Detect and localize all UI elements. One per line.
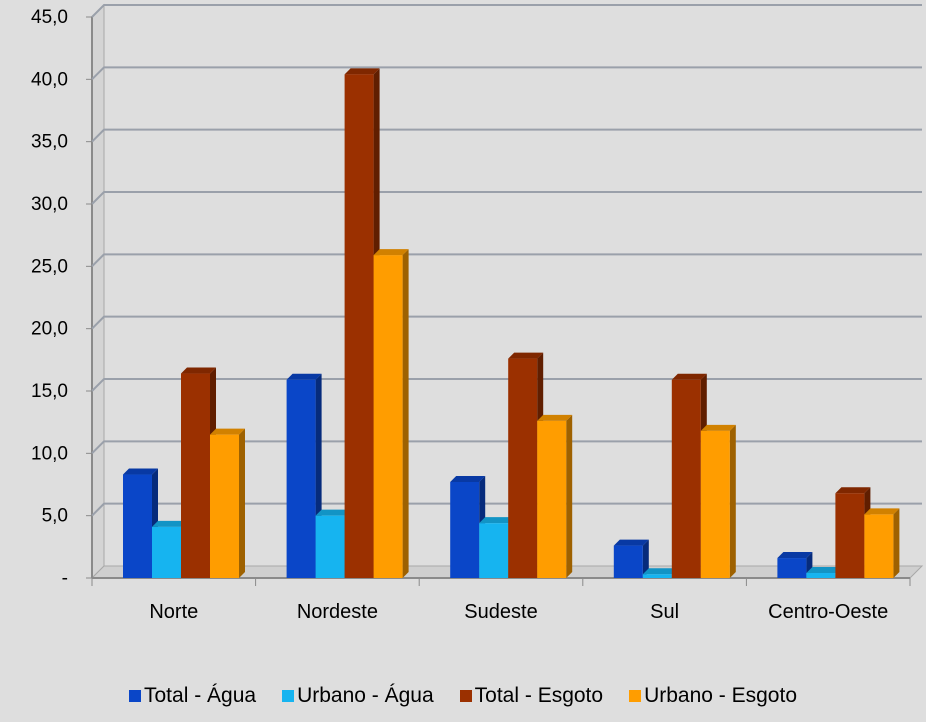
gridline	[91, 4, 922, 18]
legend-item-urbano-esgoto: Urbano - Esgoto	[629, 684, 797, 708]
y-tick-label: 5,0	[42, 506, 68, 527]
gridline	[91, 128, 922, 143]
legend-swatch	[629, 690, 642, 702]
y-tick-label: 45,0	[31, 7, 68, 28]
y-tick-label: 30,0	[31, 194, 68, 215]
bar-sul-1	[613, 539, 649, 578]
bar-sudeste-3	[508, 352, 544, 578]
bars	[123, 68, 900, 578]
legend-swatch	[282, 690, 295, 702]
legend-label: Total - Esgoto	[474, 684, 604, 707]
gridline	[91, 66, 922, 81]
bar-centro-oeste-1	[777, 552, 813, 578]
x-category-label: Sudeste	[464, 601, 537, 623]
legend-item-total-agua: Total - Água	[129, 684, 256, 708]
gridline	[91, 440, 922, 455]
legend-label: Urbano - Esgoto	[644, 684, 797, 707]
y-tick-label: 20,0	[31, 319, 68, 340]
bar-sudeste-1	[450, 476, 486, 578]
gridline	[91, 191, 922, 205]
legend-label: Urbano - Água	[297, 684, 434, 707]
gridline	[91, 502, 922, 517]
legend-item-total-esgoto: Total - Esgoto	[459, 684, 604, 708]
legend-swatch	[459, 690, 472, 702]
bar-nordeste-1	[286, 373, 322, 578]
legend: Total - Água Urbano - Água Total - Esgot…	[0, 684, 926, 708]
y-tick-label: 15,0	[31, 381, 68, 402]
bar-centro-oeste-3	[835, 487, 871, 578]
gridline	[91, 253, 922, 268]
x-category-label: Norte	[149, 601, 198, 623]
y-tick-label: 40,0	[31, 69, 68, 90]
bar-sul-4	[700, 424, 736, 578]
legend-label: Total - Água	[144, 684, 257, 707]
y-tick-label: 25,0	[31, 256, 68, 277]
gridlines	[91, 4, 922, 517]
gridline	[91, 315, 922, 330]
gridline	[91, 378, 922, 392]
x-category-label: Nordeste	[297, 601, 378, 623]
x-category-label: Sul	[650, 601, 679, 623]
bar-nordeste-4	[373, 249, 409, 578]
bar-centro-oeste-4	[864, 508, 900, 578]
y-tick-label: -	[62, 568, 68, 589]
y-axis-ticks: - 5,0 10,0 15,0 20,0 25,0 30,0 35,0 40,0 45,0	[31, 7, 92, 589]
x-category-label: Centro-Oeste	[768, 601, 888, 623]
bar-sudeste-2	[479, 517, 515, 578]
bar-chart: - 5,0 10,0 15,0 20,0 25,0 30,0 35,0 40,0 45,0 Nor…	[31, 3, 924, 623]
legend-item-urbano-agua: Urbano - Água	[282, 684, 434, 708]
y-tick-label: 10,0	[31, 443, 68, 464]
bar-norte-4	[210, 428, 245, 578]
y-tick-label: 35,0	[31, 132, 68, 153]
legend-swatch	[129, 690, 141, 702]
bar-sudeste-4	[537, 414, 573, 578]
x-axis-labels: Norte Nordeste Sudeste Sul Centro-Oeste	[91, 578, 911, 623]
